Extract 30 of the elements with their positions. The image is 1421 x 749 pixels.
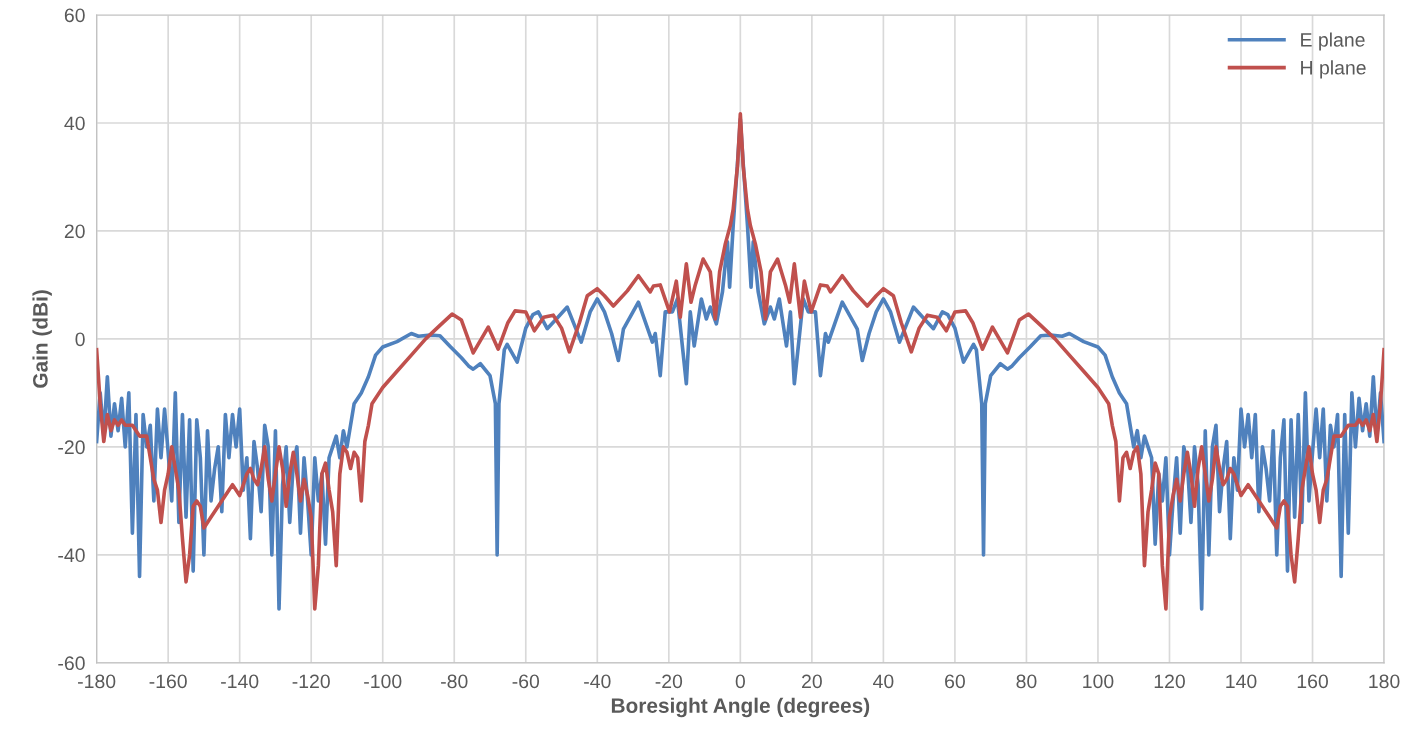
x-tick-label: -80 — [441, 674, 468, 689]
x-tick-label: -20 — [655, 674, 683, 689]
x-tick-label: 100 — [1083, 674, 1114, 689]
x-tick-label: 40 — [873, 674, 894, 689]
x-tick-label: -160 — [149, 674, 187, 689]
x-tick-label: -40 — [584, 674, 611, 689]
y-tick-label: 20 — [64, 224, 85, 239]
y-tick-label: 40 — [64, 116, 85, 131]
x-tick-label: 160 — [1297, 674, 1328, 689]
y-tick-label: 60 — [64, 8, 85, 23]
x-tick-label: 80 — [1016, 674, 1037, 689]
x-tick-label: -140 — [221, 674, 259, 689]
legend-label: H plane — [1301, 60, 1366, 79]
x-tick-label: -100 — [364, 674, 402, 689]
x-tick-label: -120 — [292, 674, 330, 689]
y-tick-label: -20 — [58, 440, 85, 455]
x-tick-label: -60 — [512, 674, 540, 689]
y-tick-label: 0 — [75, 332, 85, 347]
y-tick-label: -60 — [58, 656, 85, 671]
x-tick-label: 20 — [802, 674, 822, 689]
x-tick-label: 180 — [1369, 674, 1400, 689]
x-tick-label: -180 — [78, 674, 116, 689]
x-tick-label: 120 — [1154, 674, 1185, 689]
y-tick-label: -40 — [58, 548, 85, 563]
x-axis-title: Boresight Angle (degrees) — [611, 697, 870, 718]
legend-label: E plane — [1301, 32, 1365, 51]
x-tick-label: 60 — [945, 674, 965, 689]
x-tick-label: 0 — [735, 674, 745, 689]
x-tick-label: 140 — [1226, 674, 1257, 689]
y-axis-title: Gain (dBi) — [32, 290, 52, 388]
